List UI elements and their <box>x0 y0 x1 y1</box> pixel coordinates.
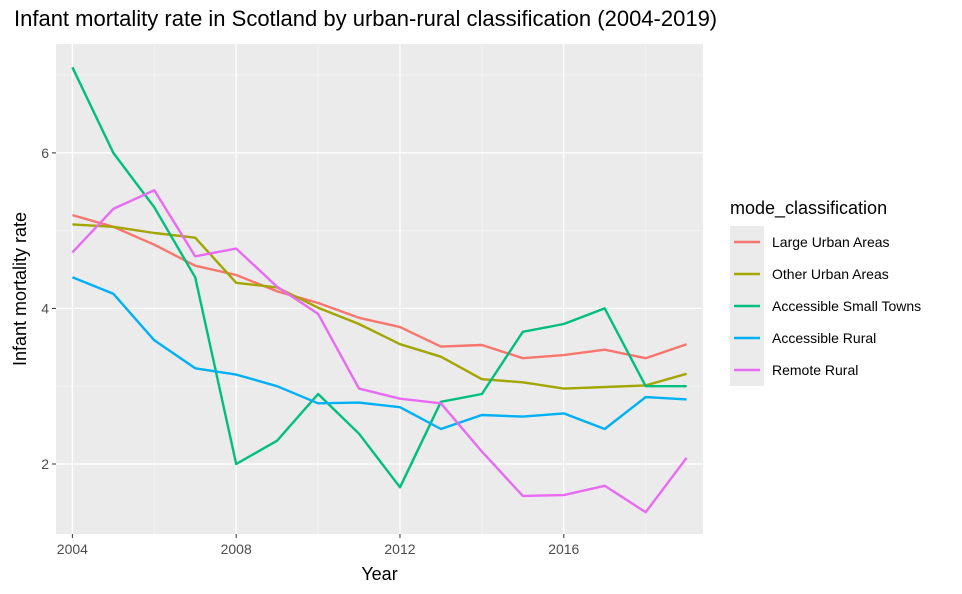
x-tick-label: 2012 <box>384 541 415 557</box>
axis-ticks: 2004 2008 2012 2016 2 4 6 <box>41 145 579 557</box>
series-line <box>72 223 687 390</box>
y-tick-label: 4 <box>41 300 49 316</box>
legend-label: Other Urban Areas <box>772 266 889 282</box>
legend: mode_classification Large Urban Areas Oth… <box>730 198 921 386</box>
legend-label: Large Urban Areas <box>772 234 890 250</box>
y-tick-label: 2 <box>41 456 49 472</box>
plot-panel <box>56 44 703 534</box>
x-tick-label: 2008 <box>221 541 252 557</box>
legend-label: Remote Rural <box>772 362 858 378</box>
x-tick-label: 2016 <box>548 541 579 557</box>
series-line <box>71 66 687 489</box>
major-gridlines <box>56 44 703 534</box>
legend-label: Accessible Rural <box>772 330 876 346</box>
y-tick-label: 6 <box>41 145 49 161</box>
legend-label: Accessible Small Towns <box>772 298 921 314</box>
chart-title: Infant mortality rate in Scotland by urb… <box>14 6 718 31</box>
series-line <box>71 276 687 431</box>
series-line <box>71 188 688 514</box>
x-tick-label: 2004 <box>57 541 88 557</box>
series-lines <box>71 66 688 514</box>
y-axis-title: Infant mortality rate <box>10 212 30 366</box>
legend-title: mode_classification <box>730 198 887 219</box>
series-line <box>72 213 687 360</box>
x-axis-title: Year <box>361 564 397 584</box>
